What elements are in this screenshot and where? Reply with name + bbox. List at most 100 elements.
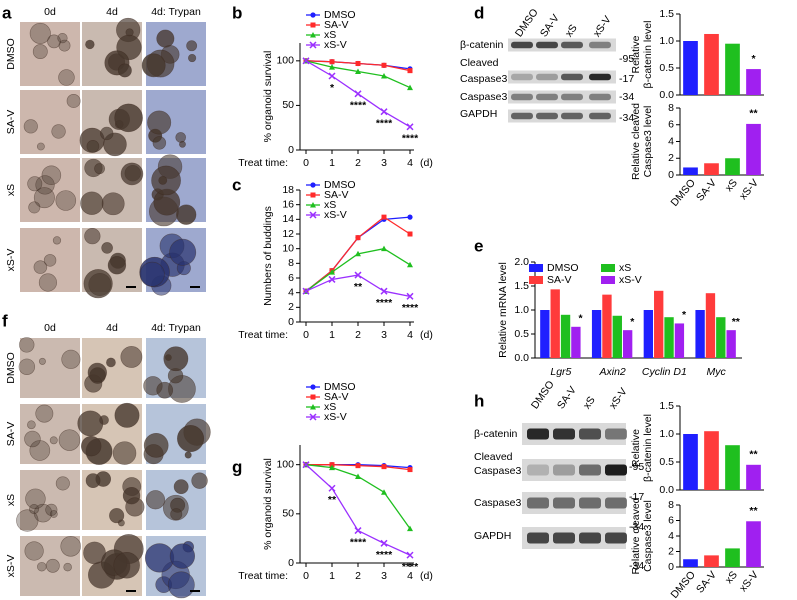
band-label: Cleaved [460, 57, 499, 69]
band-label: GAPDH [460, 108, 497, 120]
blot-band [561, 73, 583, 81]
x-tick-label: DMSO [668, 569, 697, 600]
bar [746, 521, 761, 567]
panel-letter: a [2, 3, 12, 22]
legend-label: xS-V [324, 209, 347, 221]
bar [704, 33, 719, 95]
y-tick-label: 0 [288, 144, 294, 156]
significance-label: ** [749, 449, 758, 461]
micrograph-image [20, 536, 80, 596]
bar [704, 431, 719, 490]
band-label: Caspase3 [460, 73, 507, 85]
marker [354, 90, 362, 98]
marker [302, 461, 310, 469]
lane-label: xS [581, 394, 598, 411]
y-axis-label: Relative cleaved [630, 497, 642, 574]
organoid [156, 381, 174, 399]
organoid [101, 192, 125, 216]
y-tick-label: 0 [288, 557, 294, 569]
legend-marker [309, 41, 317, 49]
organoid [113, 551, 140, 579]
organoid [55, 476, 70, 491]
blot-band [589, 73, 611, 81]
legend-label: SA-V [324, 19, 349, 31]
bar [695, 310, 705, 358]
legend-marker [310, 394, 316, 400]
marker [381, 489, 387, 495]
organoid [27, 176, 43, 192]
legend-label: xS [324, 199, 336, 211]
marker [354, 527, 362, 535]
y-tick-label: 100 [276, 458, 294, 470]
marker [381, 245, 387, 252]
x-tick-label: 0 [303, 570, 309, 582]
organoid [87, 362, 107, 383]
row-label: DMSO [5, 38, 17, 70]
y-tick-label: 0.5 [514, 328, 529, 340]
organoid [188, 53, 197, 63]
y-axis-label: % organoid survival [262, 51, 274, 143]
marker [406, 292, 414, 300]
organoid [144, 543, 175, 573]
y-tick-label: 8 [668, 499, 674, 511]
y-axis-label: β-catenin level [642, 21, 654, 89]
organoid [163, 346, 189, 372]
blot-band [579, 497, 601, 509]
marker [355, 473, 361, 479]
significance-label: * [578, 313, 583, 325]
lane-label: SA-V [555, 384, 579, 411]
x-tick-label: 2 [355, 157, 361, 169]
organoid [35, 175, 55, 195]
organoid [47, 34, 61, 49]
y-tick-label: 0.0 [514, 352, 529, 364]
organoid [169, 543, 196, 569]
marker [355, 61, 361, 67]
significance-label: * [330, 82, 335, 94]
legend-label: xS-V [619, 274, 642, 286]
organoid [16, 509, 39, 532]
lane-label: SA-V [538, 12, 562, 39]
significance-label: * [682, 309, 687, 321]
y-tick-label: 4 [668, 530, 674, 542]
marker [302, 57, 310, 65]
marker [354, 271, 362, 279]
legend-label: xS [619, 262, 631, 274]
significance-label: **** [402, 302, 419, 314]
organoid [101, 242, 113, 254]
organoid [80, 435, 102, 457]
mw-marker: -34 [629, 521, 644, 533]
x-axis-label: Treat time: [238, 570, 288, 582]
legend-marker [310, 32, 316, 38]
x-tick-label: Myc [707, 366, 727, 378]
x-tick-label: DMSO [668, 177, 697, 209]
organoid [29, 22, 51, 44]
bar [654, 290, 664, 358]
panel-letter: g [232, 457, 242, 476]
organoid [37, 561, 47, 572]
blot-band [527, 428, 549, 440]
bar [622, 330, 633, 358]
organoid [35, 404, 54, 423]
blot-band [527, 532, 549, 544]
blot-band [561, 41, 583, 49]
significance-label: **** [350, 536, 367, 548]
y-axis-label: Numbers of buddings [262, 206, 274, 306]
blot-strip [522, 459, 626, 481]
row-label: xS-V [5, 249, 17, 272]
organoid [94, 163, 106, 175]
band-label: β-catenin [460, 39, 504, 51]
legend-marker [310, 202, 316, 208]
y-tick-label: 8 [668, 102, 674, 114]
organoid [167, 571, 195, 599]
lane-label: DMSO [513, 7, 541, 40]
mw-marker: -95 [619, 53, 634, 65]
y-axis-label: Caspase3 level [642, 500, 654, 572]
organoid [43, 254, 57, 267]
organoid [139, 261, 165, 287]
x-axis-unit: (d) [420, 570, 433, 582]
x-tick-label: Axin2 [598, 366, 625, 378]
marker [328, 484, 336, 492]
significance-label: ** [749, 505, 758, 517]
marker [407, 68, 413, 74]
